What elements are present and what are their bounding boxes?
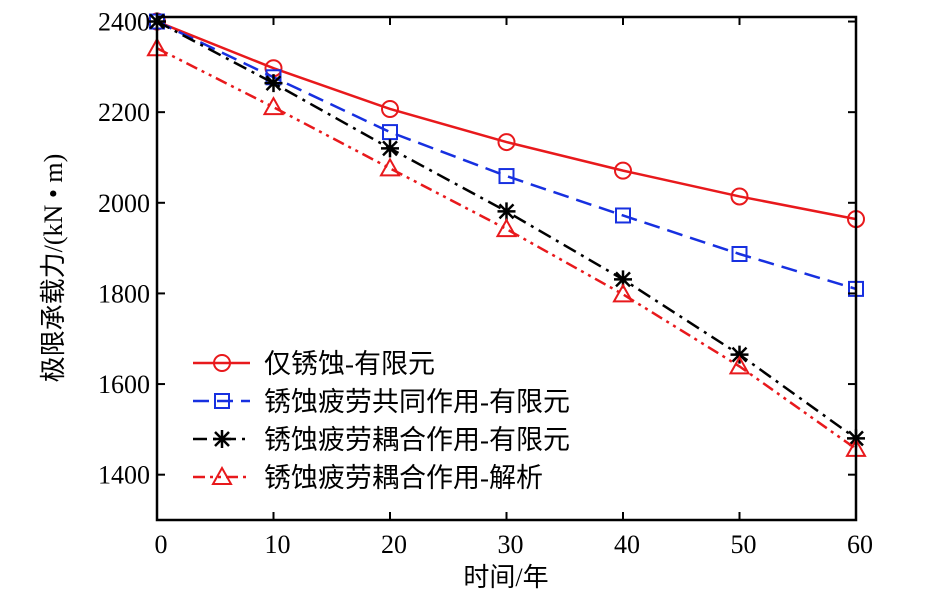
x-tick-label: 60 — [847, 530, 873, 559]
legend-label: 仅锈蚀-有限元 — [264, 349, 435, 379]
legend-label: 锈蚀疲劳耦合作用-解析 — [264, 463, 543, 493]
y-tick-label: 2000 — [98, 189, 150, 218]
data-point-triangle — [728, 355, 751, 375]
x-tick-label: 50 — [731, 530, 757, 559]
data-point-circle — [614, 161, 632, 180]
data-point-asterisk — [614, 270, 632, 289]
data-point-square — [498, 168, 515, 185]
legend-item: 锈蚀疲劳耦合作用-解析 — [193, 463, 543, 493]
x-tick-label: 0 — [155, 530, 168, 559]
data-point-asterisk — [497, 202, 516, 221]
legend-item: 仅锈蚀-有限元 — [193, 349, 435, 379]
data-point-triangle — [495, 218, 518, 238]
y-tick-label: 1800 — [98, 279, 150, 308]
series-line — [156, 20, 857, 221]
series-1 — [149, 13, 864, 297]
y-axis-label: 极限承载力/(kN • m) — [39, 154, 68, 383]
series-line — [156, 20, 857, 291]
data-point-square — [615, 207, 631, 224]
legend: 仅锈蚀-有限元锈蚀疲劳共同作用-有限元锈蚀疲劳耦合作用-有限元锈蚀疲劳耦合作用-… — [193, 349, 570, 493]
data-point-triangle — [379, 157, 401, 177]
series-2 — [148, 12, 865, 448]
data-point-square — [382, 124, 398, 141]
x-tick-label: 30 — [498, 530, 524, 559]
x-tick-label: 20 — [381, 530, 407, 559]
data-point-circle — [381, 99, 399, 118]
data-point-asterisk — [264, 74, 283, 93]
legend-label: 锈蚀疲劳共同作用-有限元 — [264, 387, 570, 417]
data-point-square — [731, 245, 748, 262]
data-point-circle — [497, 133, 516, 152]
legend-marker-circle — [213, 354, 231, 372]
legend-marker-asterisk — [213, 430, 231, 448]
x-tick-label: 10 — [265, 530, 291, 559]
legend-label: 锈蚀疲劳耦合作用-有限元 — [264, 425, 570, 455]
legend-marker-square — [214, 393, 230, 409]
legend-item: 锈蚀疲劳共同作用-有限元 — [193, 387, 570, 417]
data-point-asterisk — [730, 345, 749, 364]
legend-item: 锈蚀疲劳耦合作用-有限元 — [193, 425, 570, 455]
x-tick-label: 40 — [614, 530, 640, 559]
y-tick-label: 1600 — [98, 370, 150, 399]
y-tick-label: 1400 — [98, 461, 150, 490]
data-point-circle — [730, 187, 749, 206]
legend-marker-triangle — [211, 465, 233, 485]
data-point-triangle — [612, 283, 634, 303]
data-point-triangle — [262, 96, 285, 116]
series-0 — [148, 12, 865, 229]
y-tick-label: 2400 — [98, 8, 150, 37]
y-tick-label: 2200 — [98, 98, 150, 127]
data-point-asterisk — [381, 139, 399, 158]
series-line — [156, 47, 857, 450]
x-axis-label: 时间/年 — [463, 563, 548, 592]
